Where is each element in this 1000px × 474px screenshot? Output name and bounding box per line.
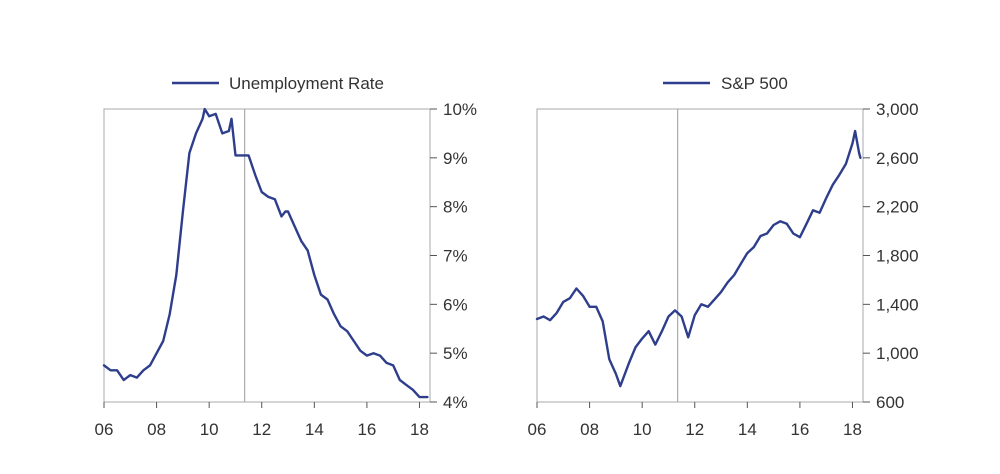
x-tick-label-unemployment: 18 [410, 420, 429, 439]
y-tick-label-sp500: 2,200 [876, 198, 919, 217]
y-tick-label-sp500: 3,000 [876, 100, 919, 119]
y-tick-label-sp500: 1,800 [876, 247, 919, 266]
x-tick-label-unemployment: 08 [147, 420, 166, 439]
y-tick-label-sp500: 1,400 [876, 295, 919, 314]
y-tick-label-sp500: 1,000 [876, 344, 919, 363]
y-tick-label-unemployment: 5% [443, 344, 468, 363]
x-tick-label-sp500: 10 [633, 420, 652, 439]
y-tick-label-unemployment: 10% [443, 100, 477, 119]
x-tick-label-unemployment: 16 [357, 420, 376, 439]
x-axis-sp500: 06 08 10 12 14 16 18 [528, 420, 862, 439]
series-line-sp500 [535, 129, 862, 388]
x-tick-label-unemployment: 14 [305, 420, 324, 439]
series-line-unemployment [102, 107, 429, 399]
y-tick-label-sp500: 600 [876, 393, 904, 412]
axis-ticks-unemployment [103, 108, 437, 408]
legend-label-sp500: S&P 500 [721, 74, 788, 93]
legend-label-unemployment: Unemployment Rate [229, 74, 384, 93]
x-tick-label-sp500: 06 [528, 420, 547, 439]
y-tick-label-unemployment: 7% [443, 247, 468, 266]
y-axis-sp500: 3,000 2,600 2,200 1,800 1,400 1,000 600 [876, 100, 919, 412]
x-axis-unemployment: 06 08 10 12 14 16 18 [95, 420, 429, 439]
y-tick-label-unemployment: 8% [443, 198, 468, 217]
x-tick-label-sp500: 08 [580, 420, 599, 439]
x-tick-label-sp500: 18 [843, 420, 862, 439]
y-tick-label-sp500: 2,600 [876, 149, 919, 168]
sp500-panel: S&P 500 06 08 10 12 14 16 18 3,000 2,600 2,200 1,… [528, 74, 919, 439]
plot-frame-sp500 [536, 108, 864, 403]
y-tick-label-unemployment: 4% [443, 393, 468, 412]
y-axis-unemployment: 10% 9% 8% 7% 6% 5% 4% [443, 100, 477, 412]
axis-ticks-sp500 [536, 108, 870, 408]
unemployment-panel: Unemployment Rate 06 08 10 12 14 16 18 10% 9% 8%… [95, 74, 477, 439]
y-tick-label-unemployment: 6% [443, 295, 468, 314]
y-tick-label-unemployment: 9% [443, 149, 468, 168]
x-tick-label-unemployment: 06 [95, 420, 114, 439]
x-tick-label-unemployment: 10 [200, 420, 219, 439]
x-tick-label-unemployment: 12 [252, 420, 271, 439]
x-tick-label-sp500: 14 [738, 420, 757, 439]
x-tick-label-sp500: 12 [685, 420, 704, 439]
x-tick-label-sp500: 16 [790, 420, 809, 439]
